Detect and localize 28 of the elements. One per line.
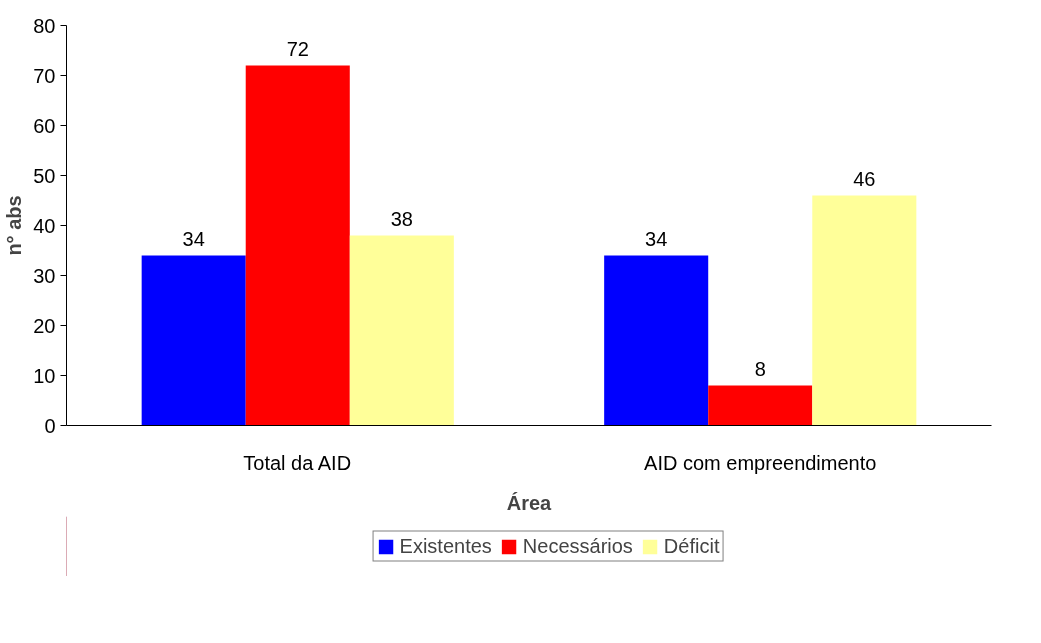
x-tick-label: AID com empreendimento [644,451,877,474]
bar [245,65,350,426]
y-tick-label: 60 [33,114,56,137]
legend-label: Necessários [522,534,633,558]
data-label: 34 [645,227,668,250]
data-label: 38 [390,207,413,230]
y-tick-label: 40 [33,214,56,237]
bar [604,255,709,426]
x-axis-title: Área [506,491,553,514]
y-tick-label: 80 [33,14,56,37]
x-tick-label: Total da AID [243,451,352,474]
bar [349,235,454,426]
data-label: 46 [853,167,876,190]
y-tick-label: 20 [33,314,56,337]
bar [708,385,813,426]
y-tick-label: 30 [33,264,56,287]
y-tick-label: 10 [33,364,56,387]
legend-label: Existentes [399,534,492,558]
y-tick-label: 70 [33,64,56,87]
bar [141,255,246,426]
bar [812,195,917,426]
legend-label: Déficit [663,534,720,558]
data-label: 34 [182,227,205,250]
data-label: 8 [754,357,766,380]
y-tick-label: 50 [33,164,56,187]
y-axis-title: n° abs [3,195,26,256]
y-tick-label: 0 [44,414,56,437]
data-label: 72 [286,37,309,60]
